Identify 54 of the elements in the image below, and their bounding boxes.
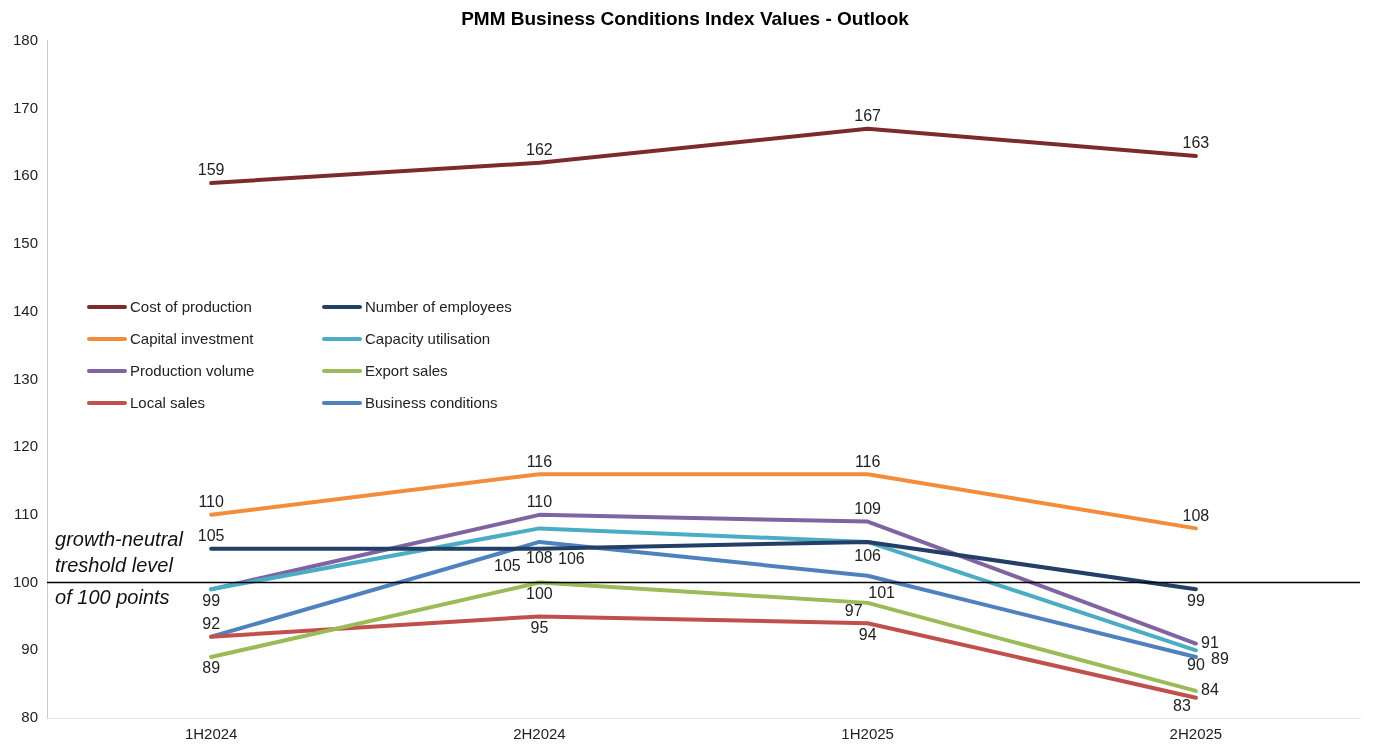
data-label: 163	[1182, 134, 1210, 152]
legend-label: Export sales	[365, 362, 448, 380]
data-label: 105	[197, 527, 225, 545]
data-label: 100	[526, 584, 553, 602]
chart-title: PMM Business Conditions Index Values - Outlook	[461, 7, 910, 29]
y-tick-label: 170	[13, 98, 39, 116]
x-tick-label: 2H2024	[513, 725, 566, 743]
data-label: 106	[558, 550, 585, 568]
data-label: 159	[197, 161, 225, 179]
data-label: 97	[844, 602, 863, 620]
y-tick-label: 100	[13, 572, 39, 590]
data-label: 105	[494, 557, 521, 575]
y-tick-label: 140	[13, 301, 39, 319]
data-label: 162	[526, 141, 553, 159]
data-label: 109	[854, 500, 882, 518]
data-label: 110	[526, 493, 553, 511]
y-tick-label: 180	[13, 30, 39, 48]
data-label: 101	[868, 584, 896, 602]
y-tick-label: 90	[21, 640, 39, 658]
data-label: 95	[530, 618, 549, 636]
data-label: 89	[1210, 650, 1229, 668]
legend-label: Local sales	[130, 394, 206, 412]
data-label: 108	[526, 548, 553, 566]
data-label: 108	[1182, 506, 1210, 524]
legend-label: Number of employees	[365, 298, 512, 316]
legend-label: Capacity utilisation	[365, 330, 491, 348]
legend-label: Cost of production	[130, 298, 252, 316]
legend-label: Business conditions	[365, 394, 498, 412]
legend-label: Production volume	[130, 362, 255, 380]
y-tick-label: 120	[13, 437, 39, 455]
data-label: 167	[854, 107, 882, 125]
data-label: 84	[1200, 681, 1219, 699]
x-tick-label: 1H2024	[184, 725, 238, 743]
data-label: 110	[198, 493, 224, 511]
data-label: 94	[858, 625, 877, 643]
data-label: 116	[854, 452, 881, 470]
y-tick-label: 160	[13, 166, 39, 184]
y-tick-label: 80	[21, 708, 39, 726]
data-label: 92	[202, 615, 221, 633]
data-label: 90	[1186, 655, 1205, 673]
y-tick-label: 110	[14, 504, 39, 522]
data-label: 89	[202, 659, 221, 677]
x-tick-label: 1H2025	[841, 725, 894, 743]
legend-label: Capital investment	[130, 330, 254, 348]
data-label: 116	[526, 452, 553, 470]
x-tick-label: 2H2025	[1169, 725, 1223, 743]
data-label: 83	[1172, 697, 1191, 715]
data-label: 91	[1200, 633, 1219, 651]
data-label: 99	[202, 591, 221, 609]
y-tick-label: 130	[13, 369, 39, 387]
data-label: 99	[1186, 591, 1205, 609]
data-label: 106	[854, 547, 882, 565]
ref-line-label: growth-neutral treshold level of 100 points	[55, 528, 184, 609]
y-tick-label: 150	[13, 234, 39, 252]
